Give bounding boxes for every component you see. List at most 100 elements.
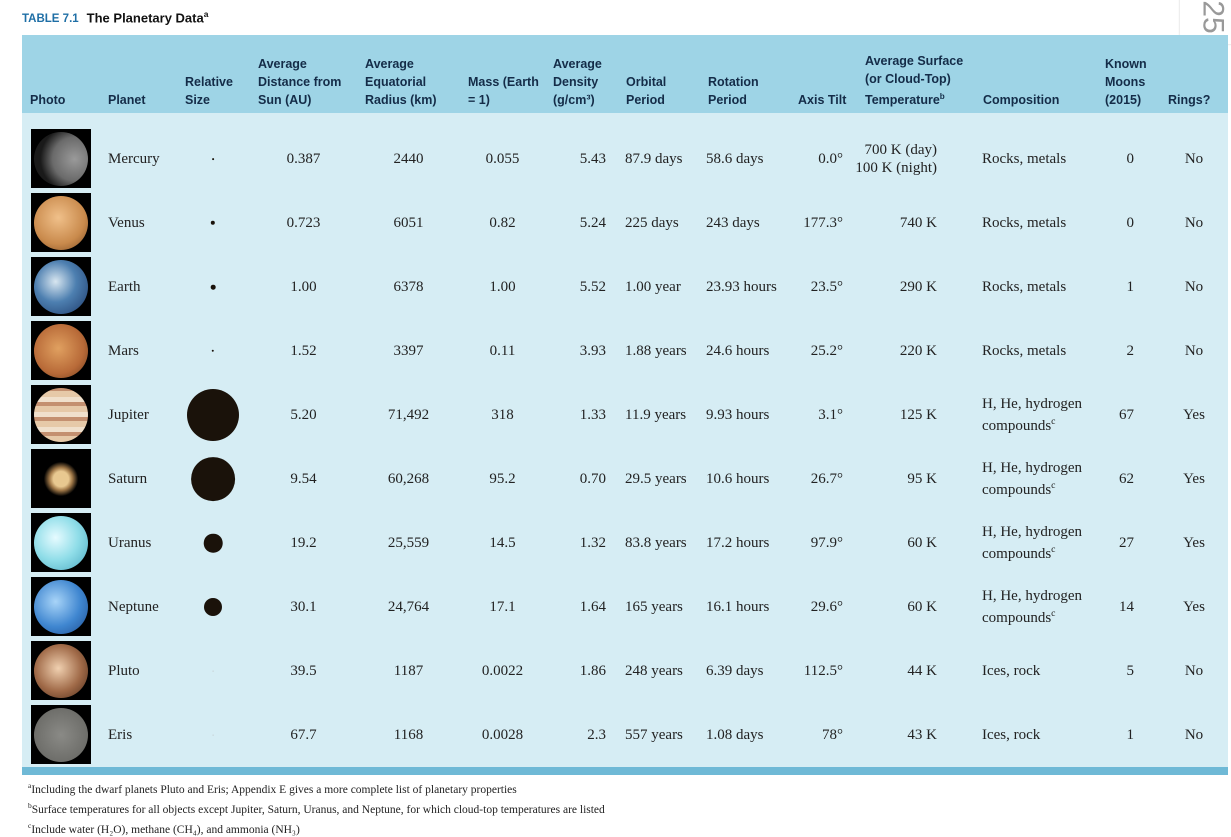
note-mark: a xyxy=(28,781,32,790)
cell: Eris xyxy=(108,727,133,743)
cell: H, He, hydrogen compoundsc xyxy=(982,523,1092,563)
cell: 17.1 xyxy=(489,599,516,615)
column-header: Mass (Earth = 1) xyxy=(468,75,539,107)
cell: 0.723 xyxy=(286,215,321,231)
footnote-text: Surface temperatures for all objects exc… xyxy=(31,803,605,816)
footnotes: aIncluding the dwarf planets Pluto and E… xyxy=(28,778,605,837)
cell: 3397 xyxy=(393,343,424,359)
cell: 2.3 xyxy=(587,727,606,743)
cell: 16.1 hours xyxy=(706,599,770,615)
cell: Mars xyxy=(108,343,139,359)
page-number: 25 xyxy=(1196,0,1230,34)
cell: H, He, hydrogen compoundsc xyxy=(982,395,1092,435)
cell: 1.32 xyxy=(579,535,606,551)
table-label: TABLE 7.1 xyxy=(22,13,79,26)
bottom-strip xyxy=(22,767,1228,775)
cell: 2 xyxy=(1126,343,1135,359)
cell: 25.2° xyxy=(810,343,843,359)
cell: 225 days xyxy=(625,215,679,231)
cell: No xyxy=(1184,279,1204,295)
relative-size-dot xyxy=(210,284,216,290)
cell: 24.6 hours xyxy=(706,343,770,359)
footnote: aIncluding the dwarf planets Pluto and E… xyxy=(28,778,605,798)
column-header: Rings? xyxy=(1168,93,1211,107)
cell: 26.7° xyxy=(810,471,843,487)
cell: 95 K xyxy=(907,471,937,487)
cell: 17.2 hours xyxy=(706,535,770,551)
planet-photo xyxy=(31,257,91,316)
planet-disc xyxy=(34,516,88,570)
cell: 1.00 year xyxy=(625,279,681,295)
cell: Saturn xyxy=(108,471,148,487)
footnote-text: Include water (H₂O), methane (CH₄), and … xyxy=(31,823,300,836)
cell: Pluto xyxy=(108,663,140,679)
cell: 43 K xyxy=(907,727,937,743)
cell: 0 xyxy=(1126,215,1135,231)
column-header: Known Moons (2015) xyxy=(1105,57,1147,107)
planet-disc xyxy=(34,580,88,634)
cell: 14.5 xyxy=(489,535,516,551)
cell: 60 K xyxy=(907,535,937,551)
cell: 6051 xyxy=(393,215,424,231)
planet-disc xyxy=(34,644,88,698)
relative-size-dot xyxy=(212,670,214,672)
cell: 243 days xyxy=(706,215,760,231)
note-mark: c xyxy=(1051,608,1056,619)
cell: 557 years xyxy=(625,727,683,743)
cell: 1168 xyxy=(393,727,424,743)
cell: Neptune xyxy=(108,599,159,615)
planet-photo xyxy=(31,705,91,764)
table-title: The Planetary Data xyxy=(86,10,204,26)
planet-disc xyxy=(34,132,88,186)
cell: 39.5 xyxy=(290,663,317,679)
cell: 125 K xyxy=(899,407,937,423)
cell: 67 xyxy=(1119,407,1134,423)
cell: 83.8 years xyxy=(625,535,687,551)
relative-size-dot xyxy=(210,220,216,226)
cell: 740 K xyxy=(899,215,937,231)
cell: 11.9 years xyxy=(625,407,687,423)
note-mark: c xyxy=(28,820,32,830)
cell: 1.08 days xyxy=(706,727,764,743)
cell: 27 xyxy=(1119,535,1134,551)
cell: 290 K xyxy=(899,279,937,295)
cell: 24,764 xyxy=(387,599,430,615)
footnote: cInclude water (H₂O), methane (CH₄), and… xyxy=(28,818,605,837)
note-mark: c xyxy=(1051,480,1056,491)
cell: 177.3° xyxy=(803,215,843,231)
cell: 23.5° xyxy=(810,279,843,295)
relative-size-dot xyxy=(212,734,214,736)
cell: 10.6 hours xyxy=(706,471,770,487)
cell: 87.9 days xyxy=(625,151,683,167)
cell: 3.1° xyxy=(818,407,843,423)
cell: 19.2 xyxy=(290,535,317,551)
planet-photo xyxy=(31,193,91,252)
column-header: Average Equatorial Radius (km) xyxy=(365,57,437,107)
cell: 5.20 xyxy=(290,407,317,423)
cell: 6378 xyxy=(393,279,424,295)
planet-photo xyxy=(31,321,91,380)
relative-size-dot xyxy=(204,598,222,616)
cell: 0.387 xyxy=(286,151,321,167)
cell: Rocks, metals xyxy=(982,151,1067,167)
cell: 60 K xyxy=(907,599,937,615)
note-mark: b xyxy=(28,800,32,810)
cell: Yes xyxy=(1183,471,1205,487)
cell: 165 years xyxy=(625,599,683,615)
cell: H, He, hydrogen compoundsc xyxy=(982,459,1092,499)
cell: 1.33 xyxy=(579,407,606,423)
planet-photo xyxy=(31,641,91,700)
cell: 1 xyxy=(1126,279,1135,295)
planet-disc xyxy=(34,452,88,506)
cell: 78° xyxy=(822,727,843,743)
cell: 58.6 days xyxy=(706,151,764,167)
cell-text: H, He, hydrogen compounds xyxy=(982,524,1082,562)
planet-disc xyxy=(34,388,88,442)
cell: 1.00 xyxy=(489,279,516,295)
relative-size-dot xyxy=(191,457,235,501)
column-header-text: Average Surface (or Cloud-Top) Temperatu… xyxy=(865,53,964,107)
planet-photo xyxy=(31,513,91,572)
cell: 220 K xyxy=(899,343,937,359)
cell: 1.00 xyxy=(290,279,317,295)
